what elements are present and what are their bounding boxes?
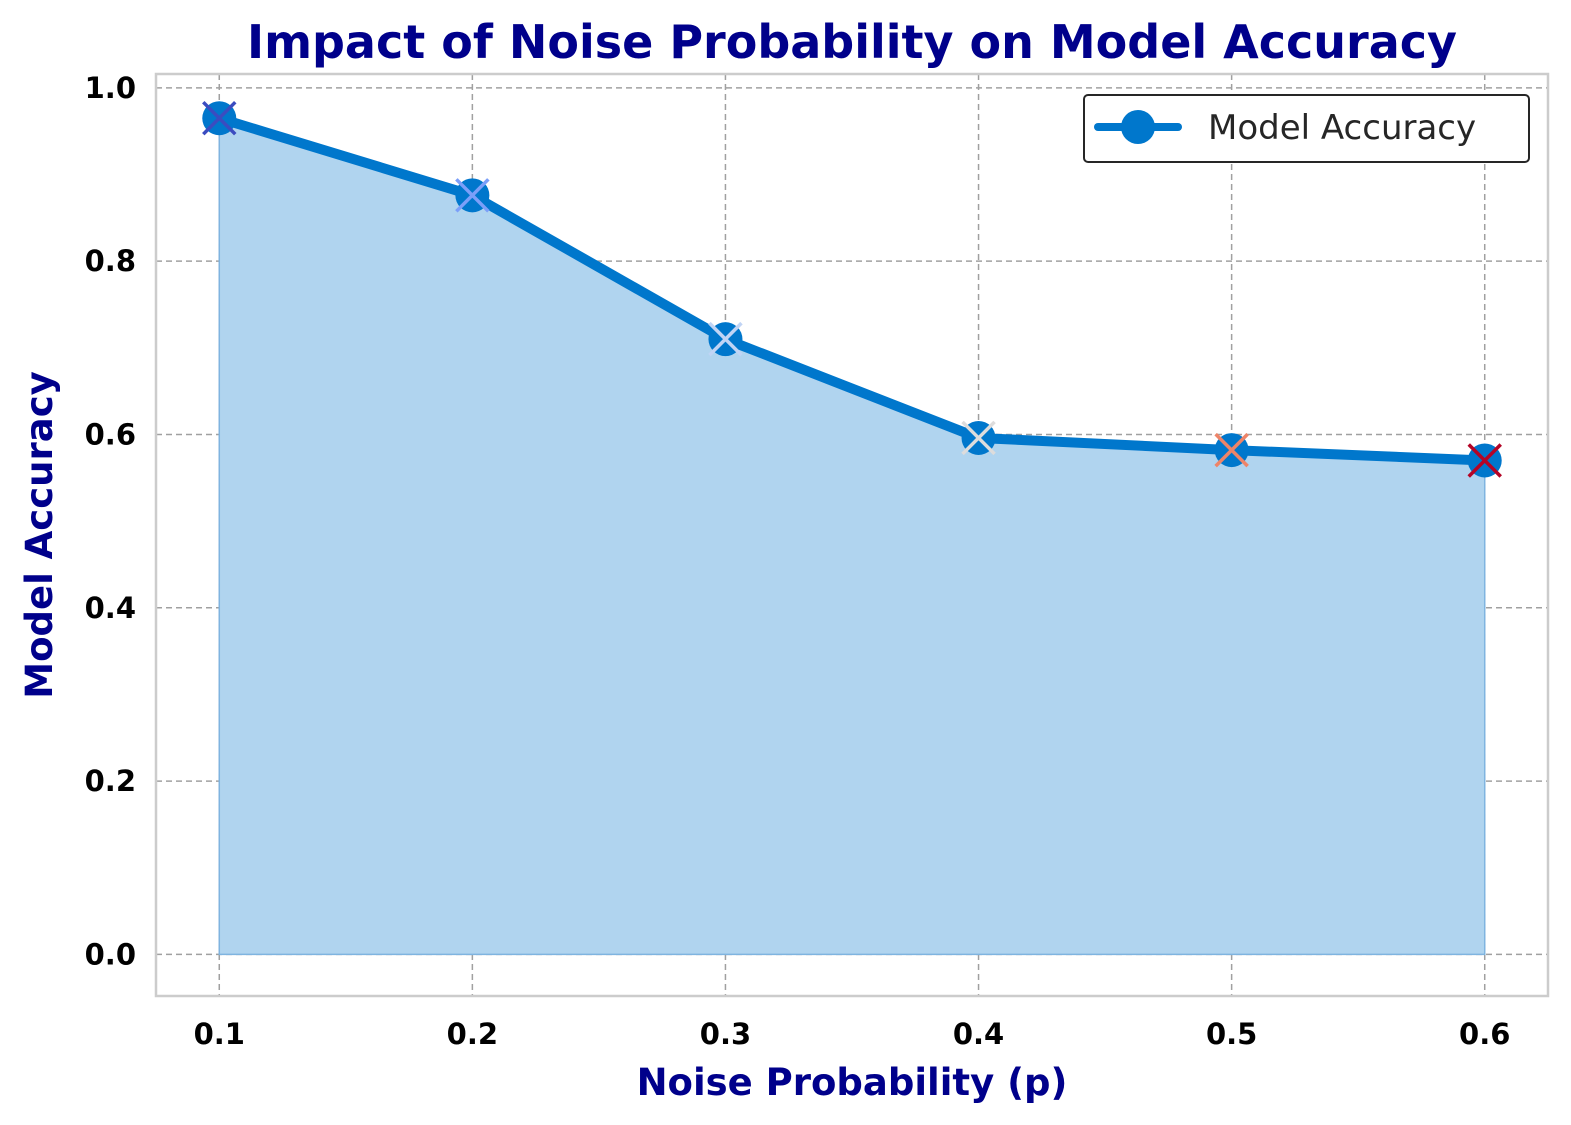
- x-tick-label: 0.2: [447, 1017, 498, 1051]
- x-marker-4: [961, 420, 996, 456]
- legend[interactable]: Model Accuracy: [1083, 94, 1530, 163]
- x-marker-1: [202, 100, 237, 136]
- x-tick-label: 0.3: [700, 1017, 751, 1051]
- x-marker-6: [1467, 443, 1502, 478]
- legend-marker-sample: [1121, 110, 1155, 144]
- plot-frame: [154, 72, 1550, 998]
- y-tick-label: 1.0: [85, 71, 136, 105]
- legend-box: [1083, 94, 1530, 163]
- legend-label: Model Accuracy: [1208, 108, 1476, 148]
- x-marker-3: [708, 321, 743, 357]
- x-tick-label: 0.6: [1459, 1017, 1510, 1051]
- x-marker-stroke-b: [455, 178, 490, 213]
- accuracy-line: [214, 113, 1490, 466]
- area-fill-layer: [218, 117, 1486, 956]
- series-line-layer: [214, 113, 1490, 466]
- accuracy-area-fill: [218, 117, 1486, 956]
- x-tick-label: 0.4: [953, 1017, 1004, 1051]
- x-tick-labels: 0.1 0.2 0.3 0.4 0.5 0.6: [194, 1017, 1511, 1051]
- x-marker-stroke-b: [202, 100, 237, 136]
- x-marker-stroke-b: [961, 420, 996, 456]
- y-tick-label: 0.2: [85, 764, 136, 798]
- x-marker-stroke-b: [1467, 443, 1502, 478]
- x-tick-label: 0.1: [194, 1017, 245, 1051]
- x-axis-label: Noise Probability (p): [637, 1061, 1068, 1104]
- y-axis-label: Model Accuracy: [18, 371, 61, 699]
- y-tick-label: 0.0: [85, 937, 136, 971]
- x-marker-2: [455, 178, 490, 213]
- x-tick-label: 0.5: [1206, 1017, 1257, 1051]
- x-marker-stroke-b: [708, 321, 743, 357]
- x-marker-stroke-b: [1214, 432, 1249, 468]
- chart-title: Impact of Noise Probability on Model Acc…: [247, 15, 1457, 69]
- y-tick-label: 0.4: [85, 591, 136, 625]
- x-marker-5: [1214, 432, 1249, 468]
- y-tick-label: 0.6: [85, 417, 136, 451]
- y-tick-label: 0.8: [85, 244, 136, 278]
- y-tick-labels: 0.0 0.2 0.4 0.6 0.8 1.0: [85, 71, 136, 972]
- markers-layer: [202, 100, 1502, 478]
